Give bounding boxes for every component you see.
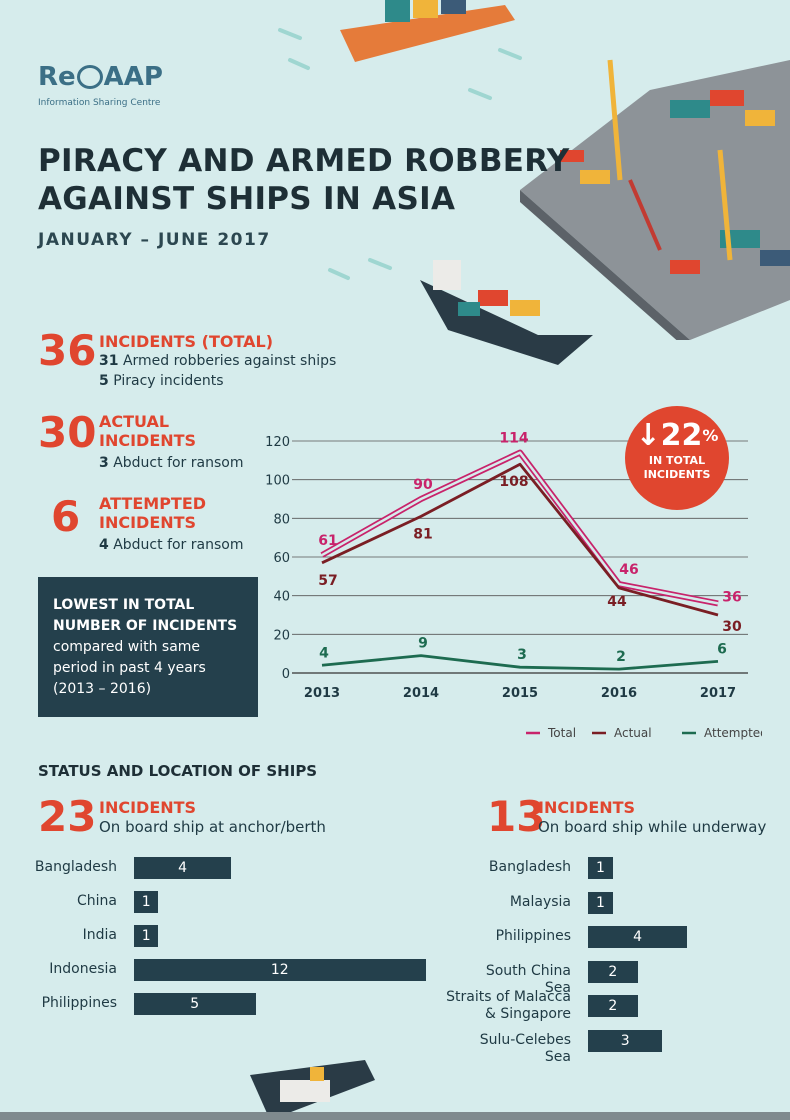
bar-category-label: Sulu-Celebes Sea [479, 1031, 571, 1065]
wave-decoration [278, 28, 522, 280]
bar-category-label: Bangladesh [34, 859, 117, 875]
data-label-total: 61 [318, 533, 337, 549]
underway-incidents-sub: On board ship while underway [538, 818, 767, 836]
logo: Re AAP [38, 62, 163, 92]
y-tick-label: 80 [273, 512, 290, 527]
title-line-2: AGAINST SHIPS IN ASIA [38, 181, 456, 217]
box-line-1: LOWEST IN TOTAL [53, 597, 195, 613]
down-arrow-icon: ↓ [635, 418, 661, 453]
box-line-3: compared with same [53, 639, 201, 655]
legend-label-total: Total [547, 726, 576, 740]
data-label-attempted: 6 [717, 641, 727, 657]
actual-abduct-line: 3 Abduct for ransom [99, 455, 244, 471]
legend-label-actual: Actual [614, 726, 652, 740]
bar: 12 [134, 959, 426, 981]
actual-incidents-number: 30 [38, 408, 97, 457]
page-title: PIRACY AND ARMED ROBBERY AGAINST SHIPS I… [38, 142, 569, 218]
logo-text-right: AAP [103, 62, 163, 92]
bar: 2 [588, 960, 638, 983]
page-subtitle: JANUARY – JUNE 2017 [38, 230, 271, 250]
ship-mid-illustration [420, 260, 593, 365]
data-label-total: 90 [413, 477, 433, 493]
footer-strip [0, 1112, 790, 1120]
x-tick-label: 2017 [700, 686, 736, 701]
y-tick-label: 60 [273, 551, 290, 566]
title-line-1: PIRACY AND ARMED ROBBERY [38, 143, 570, 179]
bar-category-label: Malaysia [509, 893, 571, 910]
series-line-attempted [321, 654, 719, 671]
data-label-actual: 44 [607, 594, 627, 610]
legend-label-attempted: Attempted [704, 726, 762, 740]
data-label-total: 46 [619, 562, 638, 578]
x-tick-label: 2014 [403, 686, 439, 701]
bar: 5 [134, 993, 256, 1015]
bar-category-label: South China Sea [485, 962, 571, 996]
data-label-attempted: 3 [517, 647, 527, 663]
anchor-incidents-heading: INCIDENTS [99, 798, 197, 817]
lowest-incidents-box: LOWEST IN TOTAL NUMBER OF INCIDENTS comp… [38, 577, 258, 717]
series-line-total-inner [321, 451, 719, 605]
logo-text-left: Re [38, 62, 76, 92]
incidents-line-chart: 0 20 40 60 80 100 120 2013 2014 2015 2016 2017 61 90 1… [265, 431, 762, 740]
y-tick-label: 0 [282, 667, 290, 682]
y-tick-label: 100 [265, 474, 290, 489]
bar-category-label: China [77, 893, 117, 909]
badge-value: ↓22% [635, 418, 719, 453]
data-label-total: 114 [499, 431, 528, 447]
data-label-actual: 108 [499, 474, 528, 490]
attempted-incidents-heading: ATTEMPTED INCIDENTS [99, 494, 207, 532]
box-line-4: period in past 4 years [53, 660, 206, 676]
y-tick-label: 120 [265, 435, 290, 450]
data-label-actual: 30 [722, 619, 742, 635]
data-label-actual: 81 [413, 526, 432, 542]
bar: 1 [134, 891, 159, 913]
attempted-incidents-number: 6 [51, 492, 81, 541]
bar: 4 [134, 857, 232, 879]
attempted-abduct-line: 4 Abduct for ransom [99, 537, 244, 553]
x-tick-label: 2016 [601, 686, 637, 701]
ship-bottom-illustration [250, 1060, 375, 1120]
total-incidents-number: 36 [38, 326, 97, 375]
bar-category-label: Philippines [41, 995, 117, 1011]
underway-incidents-number: 13 [487, 792, 546, 841]
armed-robberies-line: 31 Armed robberies against ships [99, 353, 337, 369]
bar: 1 [134, 925, 159, 947]
box-line-5: (2013 – 2016) [53, 681, 152, 697]
box-line-2: NUMBER OF INCIDENTS [53, 618, 238, 634]
data-label-attempted: 9 [418, 636, 428, 652]
badge-label: IN TOTAL INCIDENTS [643, 454, 711, 481]
bar: 3 [588, 1029, 663, 1052]
bar-category-label: Bangladesh [488, 859, 571, 875]
logo-tagline: Information Sharing Centre [38, 98, 161, 108]
bar: 4 [588, 926, 688, 948]
anchor-incidents-number: 23 [38, 792, 97, 841]
decrease-badge: ↓22% IN TOTAL INCIDENTS [625, 406, 729, 510]
y-tick-label: 40 [273, 590, 290, 605]
bar-category-label: India [82, 927, 117, 943]
data-label-actual: 57 [318, 573, 337, 589]
piracy-line: 5 Piracy incidents [99, 373, 224, 389]
ship-top-illustration [340, 0, 515, 62]
anchor-incidents-sub: On board ship at anchor/berth [99, 818, 326, 836]
series-line-actual [321, 462, 719, 617]
total-incidents-heading: INCIDENTS (TOTAL) [99, 332, 274, 351]
actual-incidents-heading: ACTUAL INCIDENTS [99, 412, 197, 450]
y-tick-label: 20 [273, 628, 290, 643]
bar-category-label: Philippines [495, 928, 571, 944]
x-tick-label: 2013 [304, 686, 340, 701]
bar: 1 [588, 891, 613, 914]
port-illustration [520, 59, 790, 340]
bar: 1 [588, 857, 613, 879]
data-label-attempted: 2 [616, 649, 626, 665]
data-label-attempted: 4 [319, 645, 329, 661]
globe-icon [76, 65, 103, 89]
bar-category-label: Indonesia [49, 961, 117, 977]
data-label-total: 36 [722, 589, 741, 605]
underway-incidents-heading: INCIDENTS [538, 798, 636, 817]
bar: 2 [588, 995, 638, 1017]
x-tick-label: 2015 [502, 686, 538, 701]
section-title: STATUS AND LOCATION OF SHIPS [38, 762, 318, 780]
bar-category-label: Straits of Malacca & Singapore [446, 989, 571, 1022]
